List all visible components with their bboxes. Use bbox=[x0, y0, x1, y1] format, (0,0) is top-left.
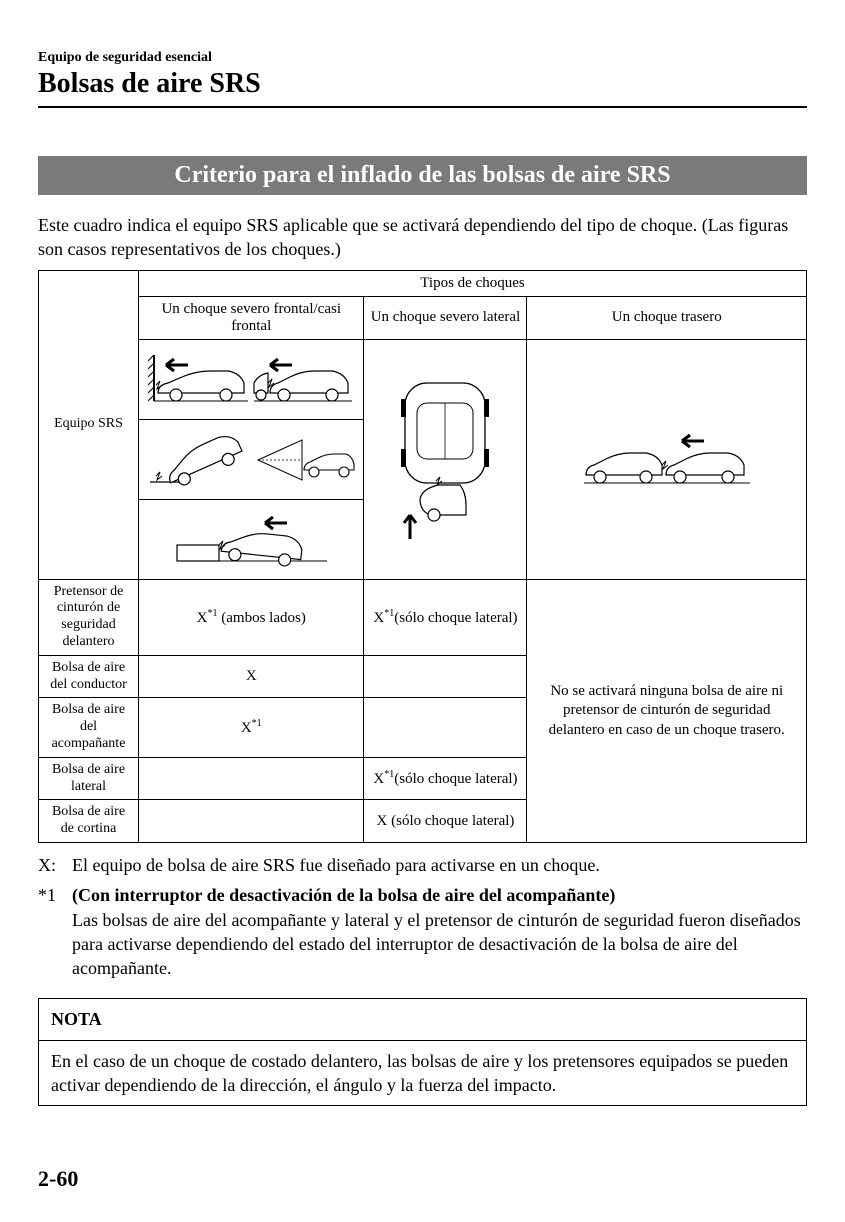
col-trasero: Un choque trasero bbox=[527, 296, 807, 339]
legend-star-bold: (Con interruptor de desactivación de la … bbox=[72, 885, 615, 905]
nota-head: NOTA bbox=[39, 999, 807, 1040]
cell-frontal: X bbox=[139, 655, 364, 698]
srs-table: Equipo SRS Tipos de choques Un choque se… bbox=[38, 270, 807, 843]
diagram-lateral bbox=[364, 339, 527, 579]
diagram-trasero bbox=[527, 339, 807, 579]
page-title: Bolsas de aire SRS bbox=[38, 68, 807, 108]
legend-star-key: *1 bbox=[38, 883, 72, 980]
breadcrumb: Equipo de seguridad esencial bbox=[38, 50, 807, 66]
diagram-frontal-1 bbox=[139, 339, 364, 419]
cell-frontal: X*1 bbox=[139, 698, 364, 757]
cell-lateral: X*1(sólo choque lateral) bbox=[364, 757, 527, 800]
cell-lateral: X*1(sólo choque lateral) bbox=[364, 579, 527, 655]
row-label: Bolsa de aire lateral bbox=[39, 757, 139, 800]
legend-star-text: (Con interruptor de desactivación de la … bbox=[72, 883, 807, 980]
row-label: Bolsa de aire del conductor bbox=[39, 655, 139, 698]
diagram-frontal-3 bbox=[139, 499, 364, 579]
nota-body: En el caso de un choque de costado delan… bbox=[39, 1040, 807, 1106]
row-label-equipo: Equipo SRS bbox=[39, 270, 139, 579]
nota-box: NOTA En el caso de un choque de costado … bbox=[38, 998, 807, 1106]
cell-frontal bbox=[139, 757, 364, 800]
section-heading: Criterio para el inflado de las bolsas d… bbox=[38, 156, 807, 195]
legend-x-key: X: bbox=[38, 853, 72, 877]
rear-note: No se activará ninguna bolsa de aire ni … bbox=[527, 579, 807, 842]
cell-lateral: X (sólo choque lateral) bbox=[364, 800, 527, 843]
legend: X: El equipo de bolsa de aire SRS fue di… bbox=[38, 853, 807, 980]
col-lateral: Un choque severo lateral bbox=[364, 296, 527, 339]
table-row: Pretensor de cinturón de seguridad delan… bbox=[39, 579, 807, 655]
row-label: Pretensor de cinturón de seguridad delan… bbox=[39, 579, 139, 655]
legend-star-body: Las bolsas de aire del acompañante y lat… bbox=[72, 910, 801, 979]
diagram-frontal-2 bbox=[139, 419, 364, 499]
row-label: Bolsa de aire de cortina bbox=[39, 800, 139, 843]
col-frontal: Un choque severo frontal/casi frontal bbox=[139, 296, 364, 339]
page-number: 2-60 bbox=[38, 1166, 807, 1192]
cell-lateral bbox=[364, 655, 527, 698]
row-label: Bolsa de aire del acompañante bbox=[39, 698, 139, 757]
cell-frontal: X*1 (ambos lados) bbox=[139, 579, 364, 655]
legend-x-text: El equipo de bolsa de aire SRS fue diseñ… bbox=[72, 853, 807, 877]
header-types: Tipos de choques bbox=[139, 270, 807, 296]
cell-lateral bbox=[364, 698, 527, 757]
cell-frontal bbox=[139, 800, 364, 843]
intro-text: Este cuadro indica el equipo SRS aplicab… bbox=[38, 213, 807, 262]
